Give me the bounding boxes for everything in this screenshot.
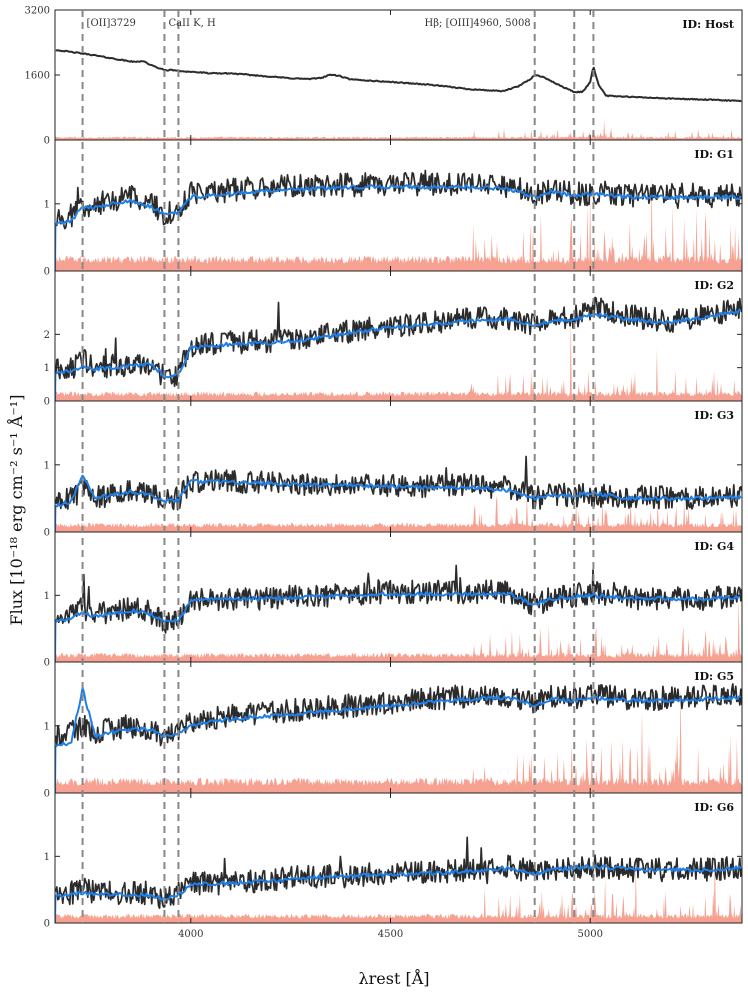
observed-spectrum — [55, 836, 742, 909]
panel-plot-area — [55, 169, 742, 271]
panel-id-label: ID: G4 — [694, 540, 734, 553]
y-tick-label: 1600 — [25, 71, 50, 82]
model-spectrum — [55, 474, 742, 532]
panel-frame — [54, 139, 743, 272]
observed-spectrum — [55, 49, 742, 103]
y-tick-label: 1 — [44, 852, 50, 863]
observed-spectrum — [55, 564, 742, 634]
x-tick-label: 5000 — [577, 929, 602, 940]
panel-3: 0 1 ID: G3 — [44, 400, 743, 539]
y-tick-label: 0 — [44, 789, 50, 800]
panel-6: 0 1 ID: G6 — [44, 792, 743, 930]
panel-5: 0 1 ID: G5 — [44, 661, 743, 800]
error-spectrum — [55, 174, 742, 271]
y-tick-label: 1 — [44, 363, 50, 374]
panel-id-label: ID: G5 — [694, 670, 734, 683]
y-tick-label: 0 — [44, 658, 50, 669]
model-spectrum — [55, 184, 742, 271]
emission-line-markers — [81, 10, 595, 923]
panel-frame — [54, 400, 743, 533]
y-tick-label: 2 — [44, 330, 50, 341]
panel-0: 0 1600 3200 ID: Host — [25, 6, 743, 147]
model-spectrum — [55, 686, 742, 793]
panel-id-label: ID: G1 — [694, 148, 734, 161]
y-tick-label: 0 — [44, 267, 50, 278]
panels-layer: 0 1600 3200 ID: Host 0 1 ID: G1 0 1 2 ID: G2 0 1 ID: … — [25, 6, 743, 930]
panel-frame — [54, 792, 743, 924]
line-marker-label: CaII K, H — [168, 18, 216, 29]
y-tick-label: 1 — [44, 591, 50, 602]
observed-spectrum — [55, 455, 742, 511]
panel-2: 0 1 2 ID: G2 — [44, 270, 743, 408]
observed-spectrum — [55, 683, 742, 747]
panel-plot-area — [55, 564, 742, 662]
x-axis-ticks: 4000 4500 5000 — [178, 929, 603, 940]
model-spectrum — [55, 591, 742, 662]
y-tick-label: 1 — [44, 721, 50, 732]
panel-4: 0 1 ID: G4 — [44, 531, 743, 669]
panel-frame — [54, 9, 743, 141]
y-tick-label: 0 — [44, 397, 50, 408]
y-tick-label: 0 — [44, 528, 50, 539]
panel-frame — [54, 270, 743, 402]
y-tick-label: 3200 — [25, 6, 50, 17]
observed-spectrum — [55, 169, 742, 230]
panel-plot-area — [55, 683, 742, 793]
error-spectrum — [55, 598, 742, 662]
emission-line-labels: [OII]3729 CaII K, H Hβ; [OIII]4960, 5008 — [87, 18, 531, 29]
panel-plot-area — [55, 455, 742, 532]
panel-id-label: ID: Host — [682, 18, 734, 31]
error-spectrum — [55, 493, 742, 532]
panel-1: 0 1 ID: G1 — [44, 139, 743, 278]
y-axis-label: Flux [10⁻¹⁸ erg cm⁻² s⁻¹ Å⁻¹] — [6, 395, 26, 626]
panel-plot-area — [55, 49, 742, 140]
panel-id-label: ID: G6 — [694, 801, 734, 814]
y-tick-label: 0 — [44, 136, 50, 147]
model-spectrum — [55, 864, 742, 923]
line-marker-label: [OII]3729 — [87, 18, 136, 29]
panel-id-label: ID: G2 — [694, 279, 734, 292]
observed-spectrum — [55, 296, 742, 388]
error-spectrum — [55, 120, 742, 140]
y-tick-label: 1 — [44, 460, 50, 471]
y-tick-label: 0 — [44, 919, 50, 930]
x-tick-label: 4500 — [378, 929, 403, 940]
panel-plot-area — [55, 296, 742, 401]
model-spectrum — [55, 308, 742, 401]
y-tick-label: 1 — [44, 199, 50, 210]
x-tick-label: 4000 — [178, 929, 203, 940]
panel-id-label: ID: G3 — [694, 409, 734, 422]
line-marker-label: Hβ; [OIII]4960, 5008 — [425, 18, 531, 29]
x-axis-label: λrest [Å] — [358, 968, 429, 988]
panel-plot-area — [55, 836, 742, 923]
error-spectrum — [55, 319, 742, 401]
error-spectrum — [55, 687, 742, 793]
